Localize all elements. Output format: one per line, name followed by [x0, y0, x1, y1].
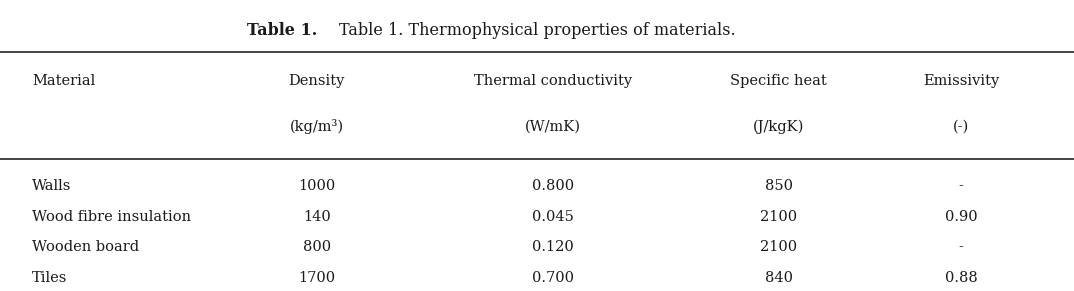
- Text: 1700: 1700: [299, 271, 335, 285]
- Text: 0.800: 0.800: [532, 179, 575, 193]
- Text: 0.045: 0.045: [533, 210, 574, 224]
- Text: (kg/m³): (kg/m³): [290, 119, 344, 134]
- Text: Walls: Walls: [32, 179, 72, 193]
- Text: 2100: 2100: [760, 240, 797, 254]
- Text: Wooden board: Wooden board: [32, 240, 140, 254]
- Text: Wood fibre insulation: Wood fibre insulation: [32, 210, 191, 224]
- Text: 0.120: 0.120: [533, 240, 574, 254]
- Text: 840: 840: [765, 271, 793, 285]
- Text: -: -: [959, 240, 963, 254]
- Text: Thermal conductivity: Thermal conductivity: [474, 74, 633, 88]
- Text: (J/kgK): (J/kgK): [753, 119, 804, 134]
- Text: 800: 800: [303, 240, 331, 254]
- Text: (W/mK): (W/mK): [525, 120, 581, 134]
- Text: 0.700: 0.700: [532, 271, 575, 285]
- Text: Table 1. Thermophysical properties of materials.: Table 1. Thermophysical properties of ma…: [338, 22, 736, 39]
- Text: 0.88: 0.88: [945, 271, 977, 285]
- Text: Table 1.: Table 1.: [247, 22, 317, 39]
- Text: Emissivity: Emissivity: [924, 74, 999, 88]
- Text: -: -: [959, 179, 963, 193]
- Text: 0.90: 0.90: [945, 210, 977, 224]
- Text: Density: Density: [289, 74, 345, 88]
- Text: 140: 140: [303, 210, 331, 224]
- Text: 2100: 2100: [760, 210, 797, 224]
- Text: (-): (-): [953, 120, 970, 134]
- Text: Material: Material: [32, 74, 96, 88]
- Text: Tiles: Tiles: [32, 271, 68, 285]
- Text: 1000: 1000: [299, 179, 335, 193]
- Text: 850: 850: [765, 179, 793, 193]
- Text: Specific heat: Specific heat: [730, 74, 827, 88]
